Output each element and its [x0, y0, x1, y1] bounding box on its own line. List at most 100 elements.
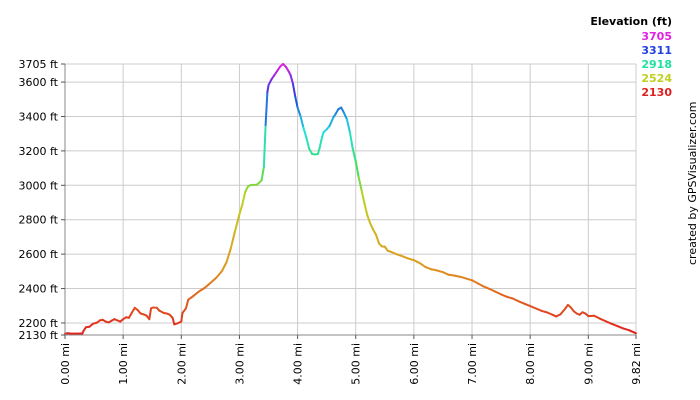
- elevation-segment: [604, 320, 613, 325]
- elevation-segment: [559, 307, 567, 316]
- elevation-segment: [215, 269, 223, 279]
- y-tick-label: 3000 ft: [19, 179, 59, 192]
- plot-background: [65, 64, 636, 335]
- elevation-segment: [546, 311, 555, 317]
- x-tick-label: 9.82 mi: [630, 343, 643, 385]
- elevation-segment: [351, 148, 357, 163]
- x-tick-label: 3.00 mi: [233, 343, 246, 385]
- elevation-segment: [348, 131, 354, 151]
- legend-entry: 2524: [641, 72, 672, 85]
- elevation-segment: [441, 271, 450, 276]
- elevation-segment: [229, 231, 236, 250]
- elevation-segment: [171, 316, 176, 326]
- elevation-segment: [346, 118, 351, 134]
- elevation-segment: [305, 136, 311, 150]
- x-tick-label: 8.00 mi: [524, 343, 537, 385]
- elevation-segment: [616, 325, 625, 330]
- elevation-segment: [505, 295, 514, 300]
- elevation-segment: [389, 250, 398, 256]
- elevation-segment: [197, 287, 206, 293]
- elevation-segment: [436, 269, 444, 274]
- elevation-segment: [148, 307, 153, 321]
- elevation-segment: [255, 179, 263, 186]
- elevation-segment: [369, 222, 375, 231]
- elevation-segment: [299, 115, 305, 129]
- elevation-segment: [221, 260, 228, 272]
- elevation-segment: [302, 126, 308, 139]
- elevation-segment: [465, 277, 474, 282]
- x-tick-label: 0.00 mi: [59, 343, 72, 385]
- elevation-segment: [225, 247, 232, 263]
- elevation-segment: [459, 275, 468, 280]
- elevation-segment: [628, 329, 637, 335]
- y-tick-label: 2130 ft: [19, 329, 59, 342]
- elevation-segment: [622, 327, 631, 332]
- elevation-segment: [500, 293, 508, 298]
- elevation-segment: [401, 255, 410, 260]
- legend-entry: 2130: [641, 86, 672, 99]
- elevation-segment: [244, 185, 250, 193]
- elevation-segment: [511, 297, 520, 303]
- elevation-segment: [233, 213, 241, 234]
- elevation-segment: [610, 322, 619, 328]
- elevation-segment: [540, 309, 549, 314]
- elevation-segment: [360, 189, 366, 205]
- elevation-segment: [343, 112, 349, 121]
- elevation-segment: [418, 262, 427, 269]
- elevation-segment: [209, 276, 218, 285]
- elevation-segment: [476, 282, 485, 288]
- axes: [64, 64, 636, 336]
- y-tick-label: 2600 ft: [19, 248, 59, 261]
- elevation-segment: [529, 305, 537, 310]
- elevation-segment: [180, 311, 184, 323]
- x-tick-label: 6.00 mi: [408, 343, 421, 385]
- elevation-segment: [264, 91, 269, 127]
- x-tick-label: 4.00 mi: [292, 343, 305, 385]
- elevation-segment: [412, 259, 421, 265]
- elevation-segment: [593, 314, 601, 320]
- legend-title: Elevation (ft): [590, 15, 672, 28]
- elevation-segment: [375, 233, 380, 245]
- elevation-segment: [267, 78, 273, 87]
- elevation-segment: [517, 300, 526, 305]
- y-tick-label: 2800 ft: [19, 214, 59, 227]
- elevation-segment: [241, 190, 247, 206]
- x-tick-label: 2.00 mi: [175, 343, 188, 385]
- elevation-segment: [366, 214, 372, 225]
- elevation-segment: [266, 84, 270, 94]
- x-tick-label: 7.00 mi: [466, 343, 479, 385]
- y-tick-label: 2200 ft: [19, 317, 59, 330]
- elevation-segment: [488, 287, 497, 293]
- elevation-segment: [203, 282, 212, 290]
- x-tick-label: 1.00 mi: [117, 343, 130, 385]
- elevation-profile: [64, 63, 637, 335]
- elevation-segment: [357, 176, 363, 192]
- elevation-segment: [523, 302, 532, 308]
- elevation-segment: [262, 124, 267, 169]
- y-tick-label: 3600 ft: [19, 76, 59, 89]
- elevation-segment: [424, 266, 433, 271]
- x-tick-label: 5.00 mi: [350, 343, 363, 385]
- elevation-segment: [407, 257, 415, 262]
- elevation-segment: [354, 160, 360, 179]
- legend-entry: 3311: [641, 44, 672, 57]
- elevation-segment: [291, 82, 297, 98]
- legend-entry: 3705: [641, 30, 672, 43]
- elevation-segment: [184, 298, 190, 310]
- elevation-segment: [328, 115, 335, 127]
- y-tick-label: 3705 ft: [19, 58, 59, 71]
- elevation-segment: [340, 106, 346, 115]
- elevation-segment: [289, 74, 294, 85]
- elevation-segment: [534, 307, 543, 312]
- x-axis-ticks: 0.00 mi 1.00 mi 2.00 mi 3.00 mi 4.00 mi 5.00 …: [59, 335, 643, 385]
- elevation-segment: [482, 285, 491, 290]
- elevation-segment: [471, 279, 479, 285]
- elevation-segment: [294, 95, 299, 109]
- x-tick-label: 9.00 mi: [582, 343, 595, 385]
- legend-entry: 2918: [641, 58, 672, 71]
- y-tick-label: 2400 ft: [19, 283, 59, 296]
- elevation-segment: [191, 290, 200, 298]
- elevation-segment: [494, 290, 503, 296]
